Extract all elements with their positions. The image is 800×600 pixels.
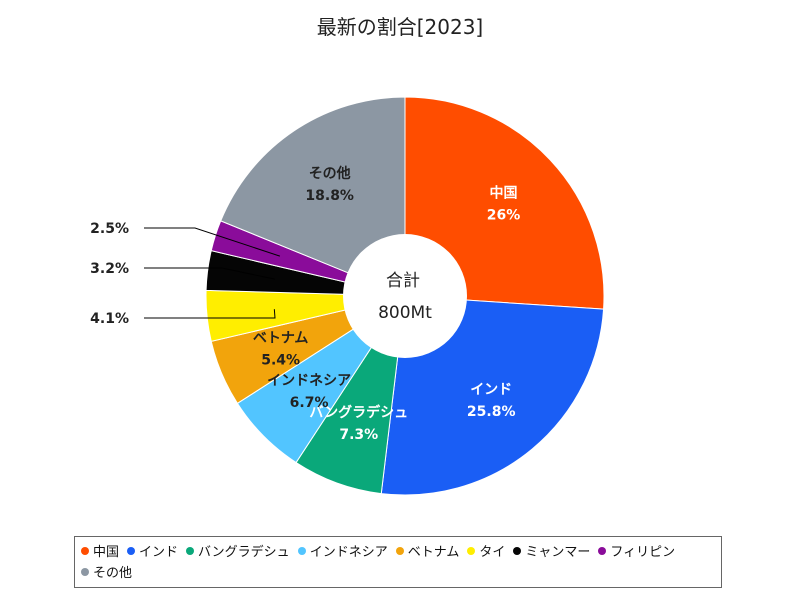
slice-pct-label-2: 7.3%: [339, 427, 378, 443]
slice-pct-label-3: 6.7%: [290, 395, 329, 411]
legend-item-8: その他: [81, 563, 132, 584]
legend-label: インドネシア: [309, 545, 388, 560]
legend-dot-icon: [297, 547, 306, 555]
slice-label-4: ベトナム: [253, 331, 309, 347]
slice-8: [220, 96, 406, 297]
slice-label-2: バングラデシュ: [309, 404, 408, 421]
legend-dot-icon: [127, 547, 136, 555]
legend-dot-icon: [513, 547, 522, 555]
legend-item-4: ベトナム: [395, 542, 460, 563]
center-total-value: 800Mt: [378, 303, 432, 323]
leader-line-5: [144, 309, 276, 319]
slice-pct-label-1: 25.8%: [467, 404, 516, 420]
legend-item-6: ミャンマー: [513, 542, 590, 563]
slice-pct-label-0: 26%: [487, 208, 521, 224]
legend-label: ベトナム: [407, 545, 460, 560]
legend-label: 中国: [93, 545, 120, 560]
legend-item-7: フィリピン: [598, 542, 675, 563]
legend-label: フィリピン: [610, 545, 676, 560]
leader-line-7: [144, 227, 281, 257]
slice-pct-label-5: 4.1%: [90, 311, 129, 327]
legend-item-2: バングラデシュ: [186, 542, 290, 563]
legend-label: ミャンマー: [525, 545, 591, 560]
donut-hole: [343, 234, 467, 358]
center-total-label: 合計: [386, 271, 420, 291]
legend-dot-icon: [81, 568, 89, 576]
legend-dot-icon: [81, 547, 89, 555]
legend-label: タイ: [479, 545, 506, 560]
legend-item-1: インド: [127, 542, 178, 563]
slice-pct-label-8: 18.8%: [305, 188, 354, 204]
legend-item-3: インドネシア: [297, 542, 388, 563]
slice-label-1: インド: [470, 382, 512, 398]
chart-title: 最新の割合[2023]: [317, 15, 484, 39]
slice-pct-label-4: 5.4%: [261, 353, 300, 369]
legend-label: バングラデシュ: [198, 545, 290, 560]
slice-0: [404, 96, 605, 310]
legend-label: その他: [93, 566, 133, 581]
leader-line-6: [144, 267, 275, 280]
legend-item-5: タイ: [467, 542, 505, 563]
slice-label-0: 中国: [490, 185, 518, 202]
legend-dot-icon: [467, 547, 476, 555]
slice-pct-label-7: 2.5%: [90, 221, 129, 237]
legend: 中国 インド バングラデシュ インドネシア ベトナム タイ ミャンマー フィリピンその他: [74, 536, 722, 588]
legend-label: インド: [139, 545, 179, 560]
legend-dot-icon: [598, 547, 607, 555]
slice-pct-label-6: 3.2%: [90, 261, 129, 277]
legend-dot-icon: [395, 547, 404, 555]
legend-dot-icon: [186, 547, 195, 555]
legend-item-0: 中国: [81, 542, 119, 563]
slice-label-8: その他: [309, 165, 351, 182]
slice-label-3: インドネシア: [267, 373, 351, 389]
